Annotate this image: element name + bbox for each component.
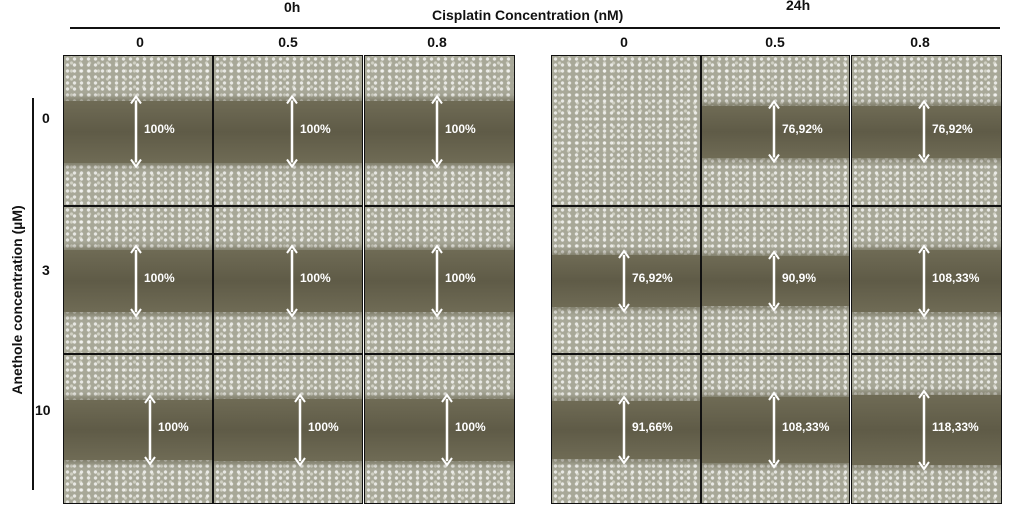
- scratch-gap: [702, 256, 849, 306]
- header-rule: [70, 27, 1000, 29]
- micrograph: 100%: [364, 354, 515, 504]
- gap-arrow: [918, 99, 930, 164]
- gap-arrow: [618, 395, 630, 465]
- gap-percentage: 100%: [445, 121, 476, 136]
- time-label: 24h: [786, 0, 811, 13]
- gap-arrow: [441, 393, 453, 467]
- micrograph: 100%: [213, 354, 363, 504]
- micrograph: 100%: [364, 55, 515, 206]
- scratch-gap: [552, 255, 700, 307]
- micrograph: [551, 55, 701, 206]
- scratch-gap: [852, 105, 1001, 158]
- gap-percentage: 100%: [300, 121, 331, 136]
- micrograph: 76,92%: [851, 55, 1002, 206]
- gap-percentage: 100%: [144, 121, 175, 136]
- micrograph: 100%: [63, 206, 213, 354]
- gap-percentage: 76,92%: [632, 271, 673, 285]
- column-label: 0.5: [278, 34, 298, 50]
- gap-percentage: 108,33%: [782, 420, 830, 434]
- gap-arrow: [768, 391, 780, 469]
- gap-arrow: [431, 244, 443, 318]
- gap-arrow: [768, 250, 780, 312]
- micrograph: 100%: [213, 206, 363, 354]
- micrograph: 90,9%: [701, 206, 850, 354]
- column-label: 0.8: [910, 34, 930, 50]
- figure-title: Cisplatin Concentration (nM): [432, 7, 624, 23]
- scratch-gap: [214, 250, 362, 312]
- scratch-gap: [702, 397, 849, 463]
- gap-arrow: [918, 389, 930, 471]
- gap-percentage: 100%: [455, 420, 486, 434]
- scratch-gap: [64, 250, 212, 312]
- gap-arrow: [130, 244, 142, 318]
- micrograph: 76,92%: [701, 55, 850, 206]
- scratch-gap: [702, 105, 849, 158]
- gap-percentage: 108,33%: [932, 271, 980, 285]
- scratch-gap: [214, 100, 362, 163]
- micrograph: 91,66%: [551, 354, 701, 504]
- row-label: 10: [35, 402, 51, 418]
- gap-arrow: [130, 94, 142, 169]
- scratch-gap: [365, 100, 514, 163]
- gap-percentage: 100%: [308, 420, 339, 434]
- scratch-gap: [852, 250, 1001, 312]
- gap-percentage: 76,92%: [932, 121, 973, 136]
- gap-percentage: 118,33%: [932, 420, 979, 434]
- micrograph: 108,33%: [701, 354, 850, 504]
- column-label: 0.8: [427, 34, 447, 50]
- scratch-gap: [365, 250, 514, 312]
- micrograph: 100%: [364, 206, 515, 354]
- gap-percentage: 91,66%: [632, 420, 673, 434]
- row-label: 0: [42, 110, 50, 126]
- gap-arrow: [286, 94, 298, 169]
- micrograph: 118,33%: [851, 354, 1002, 504]
- time-label: 0h: [284, 0, 301, 15]
- micrograph: 100%: [63, 55, 213, 206]
- gap-arrow: [768, 99, 780, 164]
- column-label: 0: [136, 34, 144, 50]
- micrograph: 100%: [213, 55, 363, 206]
- gap-arrow: [144, 394, 156, 466]
- scratch-gap: [64, 400, 212, 460]
- gap-percentage: 100%: [300, 271, 331, 285]
- gap-percentage: 90,9%: [782, 271, 817, 285]
- gap-percentage: 100%: [445, 271, 476, 285]
- gap-arrow: [918, 244, 930, 318]
- axis-rule: [32, 98, 34, 490]
- scratch-gap: [552, 401, 700, 459]
- micrograph: 76,92%: [551, 206, 701, 354]
- gap-arrow: [286, 244, 298, 318]
- row-label: 3: [42, 262, 50, 278]
- gap-percentage: 76,92%: [782, 121, 823, 136]
- gap-percentage: 100%: [144, 271, 175, 285]
- micrograph: 108,33%: [851, 206, 1002, 354]
- scratch-gap: [64, 100, 212, 163]
- gap-arrow: [294, 393, 306, 467]
- gap-arrow: [618, 249, 630, 313]
- micrograph: 100%: [63, 354, 213, 504]
- column-label: 0.5: [765, 34, 785, 50]
- gap-percentage: 100%: [158, 420, 189, 434]
- column-label: 0: [620, 34, 628, 50]
- y-axis-label: Anethole concentration (µM): [9, 205, 25, 395]
- scratch-gap: [852, 395, 1001, 465]
- scratch-gap: [365, 399, 514, 461]
- gap-arrow: [431, 94, 443, 169]
- scratch-gap: [214, 399, 362, 461]
